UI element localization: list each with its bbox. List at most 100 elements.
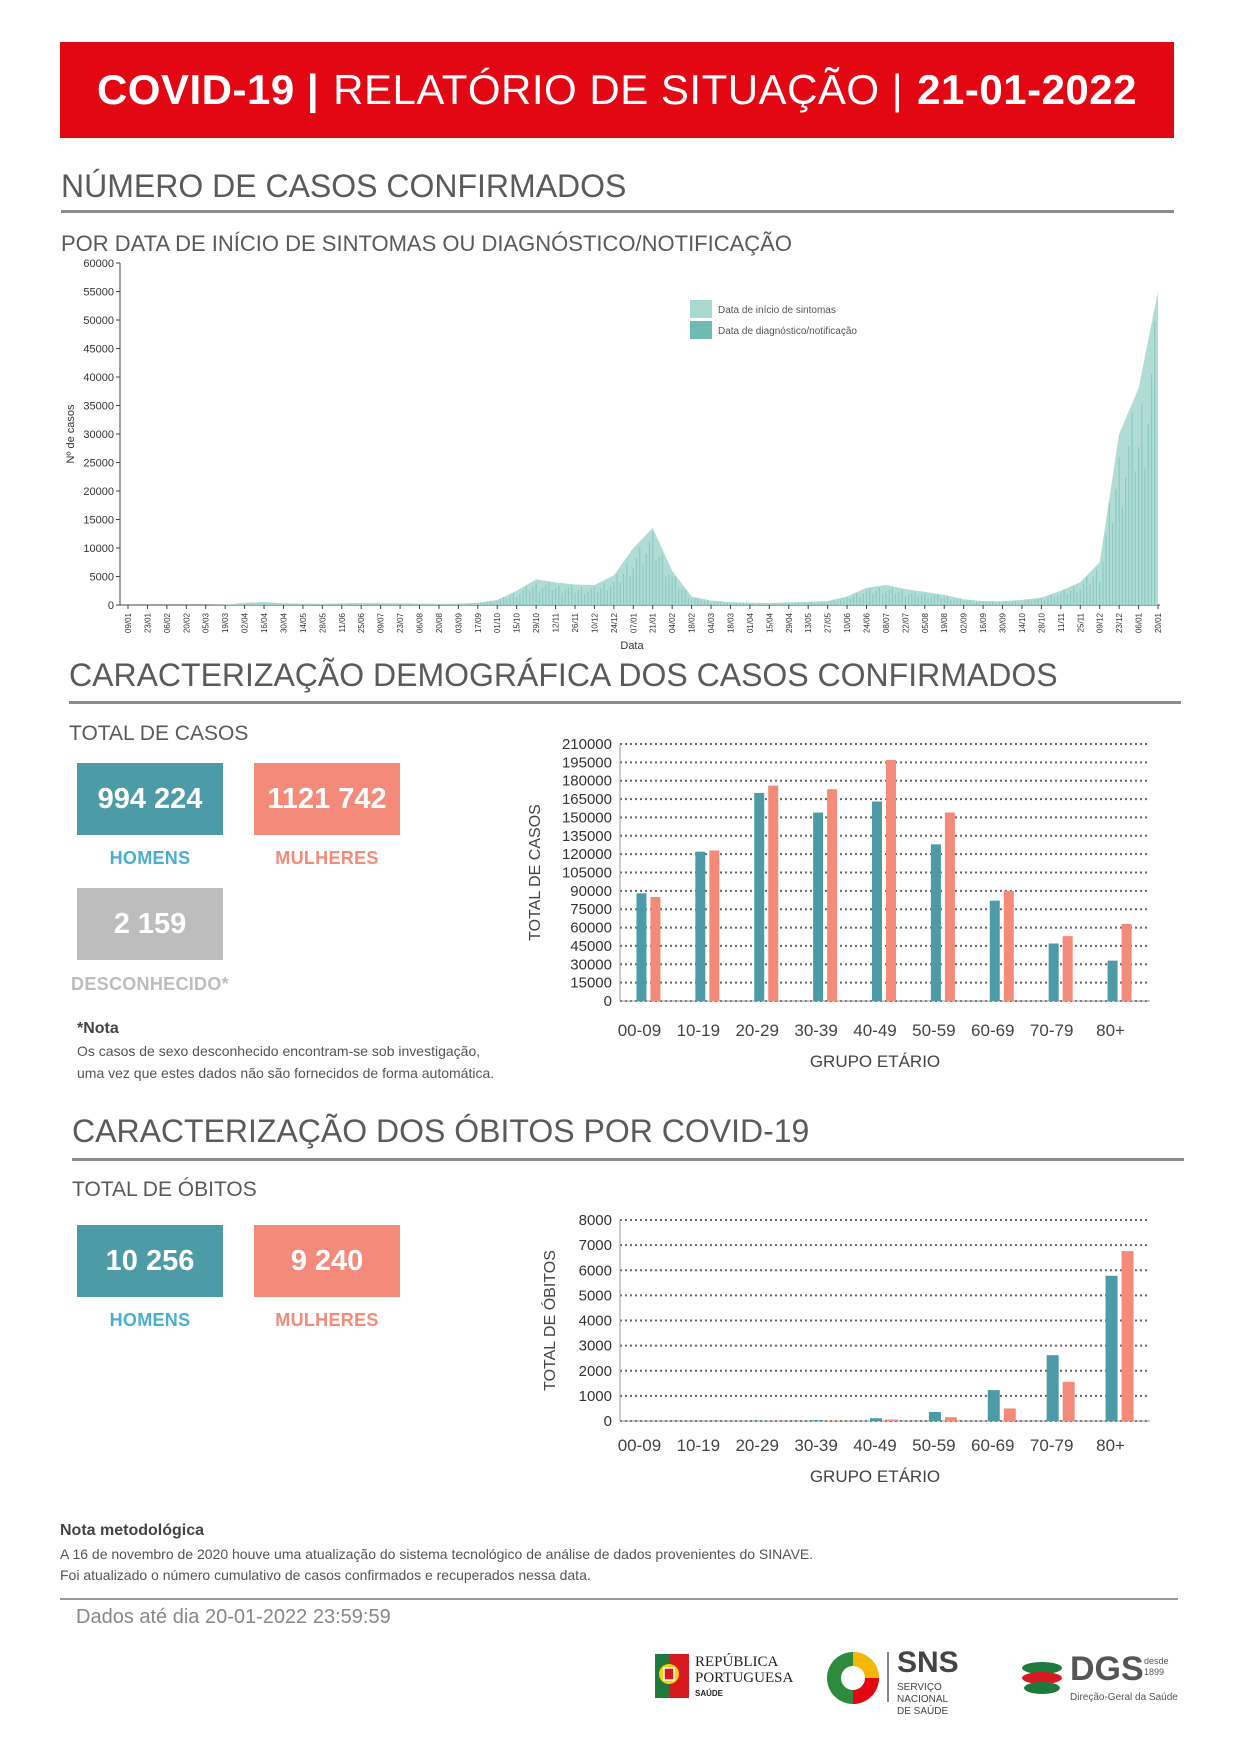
x-tick-label: 60-69	[971, 1436, 1014, 1455]
bar-women-30-39	[827, 789, 838, 1001]
sns-sub-2: DE SAÚDE	[897, 1706, 949, 1717]
y-tick-label: 120000	[562, 846, 612, 863]
x-tick-label: 04/02	[668, 612, 677, 633]
dgs-text: DGS	[1070, 1650, 1144, 1688]
x-tick-label: 30-39	[794, 1021, 837, 1040]
x-tick-label: 15/04	[765, 612, 774, 633]
x-tick-label: 70-79	[1030, 1021, 1073, 1040]
x-tick-label: 80+	[1096, 1436, 1125, 1455]
y-axis-title: Nº de casos	[65, 404, 77, 464]
dgs-since-1: desde	[1144, 1656, 1169, 1666]
sns-emblem-icon	[827, 1652, 879, 1704]
note-line-1: Os casos de sexo desconhecido encontram-…	[77, 1043, 481, 1059]
y-tick-label: 105000	[562, 865, 612, 882]
x-tick-label: 18/03	[726, 612, 735, 633]
x-tick-label: 24/12	[610, 612, 619, 633]
bar-men-50-59	[930, 844, 941, 1001]
header-report-title: RELATÓRIO DE SITUAÇÃO |	[333, 66, 904, 113]
methodology-title: Nota metodológica	[60, 1522, 205, 1539]
bar-women-00-09	[650, 896, 661, 1001]
bar-women-50-59	[944, 812, 955, 1001]
x-tick-label: 20/02	[182, 612, 191, 633]
y-tick-label: 165000	[562, 791, 612, 808]
header-covid: COVID-19 |	[96, 66, 320, 113]
symptom-onset-area	[128, 291, 1158, 605]
cases-section-title: NÚMERO DE CASOS CONFIRMADOS	[61, 168, 627, 204]
y-tick-label: 20000	[83, 486, 114, 498]
methodology-line-1: A 16 de novembro de 2020 houve uma atual…	[60, 1546, 814, 1562]
sns-text: SNS	[897, 1646, 959, 1679]
section-divider	[72, 1158, 1184, 1161]
x-tick-label: 02/09	[960, 612, 969, 633]
x-tick-label: 28/05	[318, 612, 327, 633]
epidemic-curve-chart: 0 5000 10000 15000 20000 25000 30000 35000 40000…	[65, 258, 1163, 652]
y-tick-label: 30000	[570, 956, 612, 973]
x-tick-label: 04/03	[707, 612, 716, 633]
note-title: *Nota	[77, 1020, 119, 1037]
x-tick-label: 10/12	[590, 612, 599, 633]
x-tick-label: 26/11	[571, 612, 580, 632]
total-cases-label: TOTAL DE CASOS	[69, 722, 249, 745]
x-tick-label: 07/01	[629, 612, 638, 633]
y-tick-label: 3000	[579, 1338, 612, 1355]
men-deaths-box: 10 256	[77, 1225, 223, 1297]
x-tick-label: 23/07	[396, 612, 405, 633]
y-tick-label: 50000	[83, 315, 114, 327]
y-tick-label: 1000	[579, 1388, 612, 1405]
portugal-shield-icon	[655, 1654, 689, 1698]
legend-label-notification: Data de diagnóstico/notificação	[718, 326, 857, 337]
bar-men-60-69	[987, 1390, 1000, 1421]
x-tick-label: 22/07	[901, 612, 910, 633]
x-tick-label: 30/04	[279, 612, 288, 633]
y-tick-label: 150000	[562, 809, 612, 826]
y-tick-label: 195000	[562, 754, 612, 771]
bar-women-70-79	[1062, 1381, 1075, 1421]
bar-women-60-69	[1003, 890, 1014, 1001]
rp-line-3: SAÚDE	[695, 1689, 724, 1698]
y-tick-label: 135000	[562, 828, 612, 845]
x-tick-label: 00-09	[618, 1436, 661, 1455]
y-tick-label: 0	[108, 600, 114, 612]
dgs-logo: DGS desde 1899 Direção-Geral da Saúde	[1020, 1650, 1180, 1708]
x-tick-label: 40-49	[853, 1436, 896, 1455]
x-tick-label: 20-29	[735, 1021, 778, 1040]
y-tick-label: 2000	[579, 1363, 612, 1380]
bar-women-80+	[1121, 923, 1132, 1001]
men-cases-box: 994 224	[77, 763, 223, 835]
x-tick-label: 20/01	[1154, 612, 1163, 633]
note-line-2: uma vez que estes dados não são fornecid…	[77, 1065, 495, 1081]
data-until: Dados até dia 20-01-2022 23:59:59	[76, 1606, 391, 1628]
bar-women-10-19	[709, 850, 720, 1001]
bar-women-70-79	[1062, 936, 1073, 1001]
x-tick-label: 09/12	[1096, 612, 1105, 633]
dgs-since-2: 1899	[1144, 1667, 1165, 1677]
x-tick-label: 10-19	[677, 1436, 720, 1455]
y-tick-label: 180000	[562, 773, 612, 790]
x-tick-label: 20-29	[735, 1436, 778, 1455]
x-tick-label: 06/08	[416, 612, 425, 633]
x-tick-label: 00-09	[618, 1021, 661, 1040]
bar-men-70-79	[1048, 943, 1059, 1001]
x-tick-label: 80+	[1096, 1021, 1125, 1040]
y-tick-label: 5000	[90, 572, 114, 584]
section-divider	[69, 701, 1181, 704]
x-axis-title: GRUPO ETÁRIO	[810, 1467, 940, 1486]
x-tick-label: 01/04	[746, 612, 755, 633]
x-tick-label: 23/01	[143, 612, 152, 633]
bar-women-50-59	[944, 1417, 957, 1421]
x-tick-label: 09/01	[124, 612, 133, 633]
x-tick-label: 08/07	[882, 612, 891, 633]
bar-men-50-59	[928, 1411, 941, 1421]
x-tick-label: 03/09	[454, 612, 463, 633]
y-tick-label: 30000	[83, 429, 114, 441]
legend-label-symptoms: Data de início de sintomas	[718, 305, 836, 316]
x-tick-label: 30/09	[999, 612, 1008, 633]
y-tick-label: 6000	[579, 1262, 612, 1279]
bar-women-40-49	[886, 1419, 898, 1421]
header-date: 21-01-2022	[917, 66, 1138, 113]
men-deaths-label: HOMENS	[109, 1310, 191, 1330]
legend-swatch-notification	[690, 321, 712, 339]
x-tick-label: 60-69	[971, 1021, 1014, 1040]
deaths-section-title: CARACTERIZAÇÃO DOS ÓBITOS POR COVID-19	[72, 1113, 810, 1149]
